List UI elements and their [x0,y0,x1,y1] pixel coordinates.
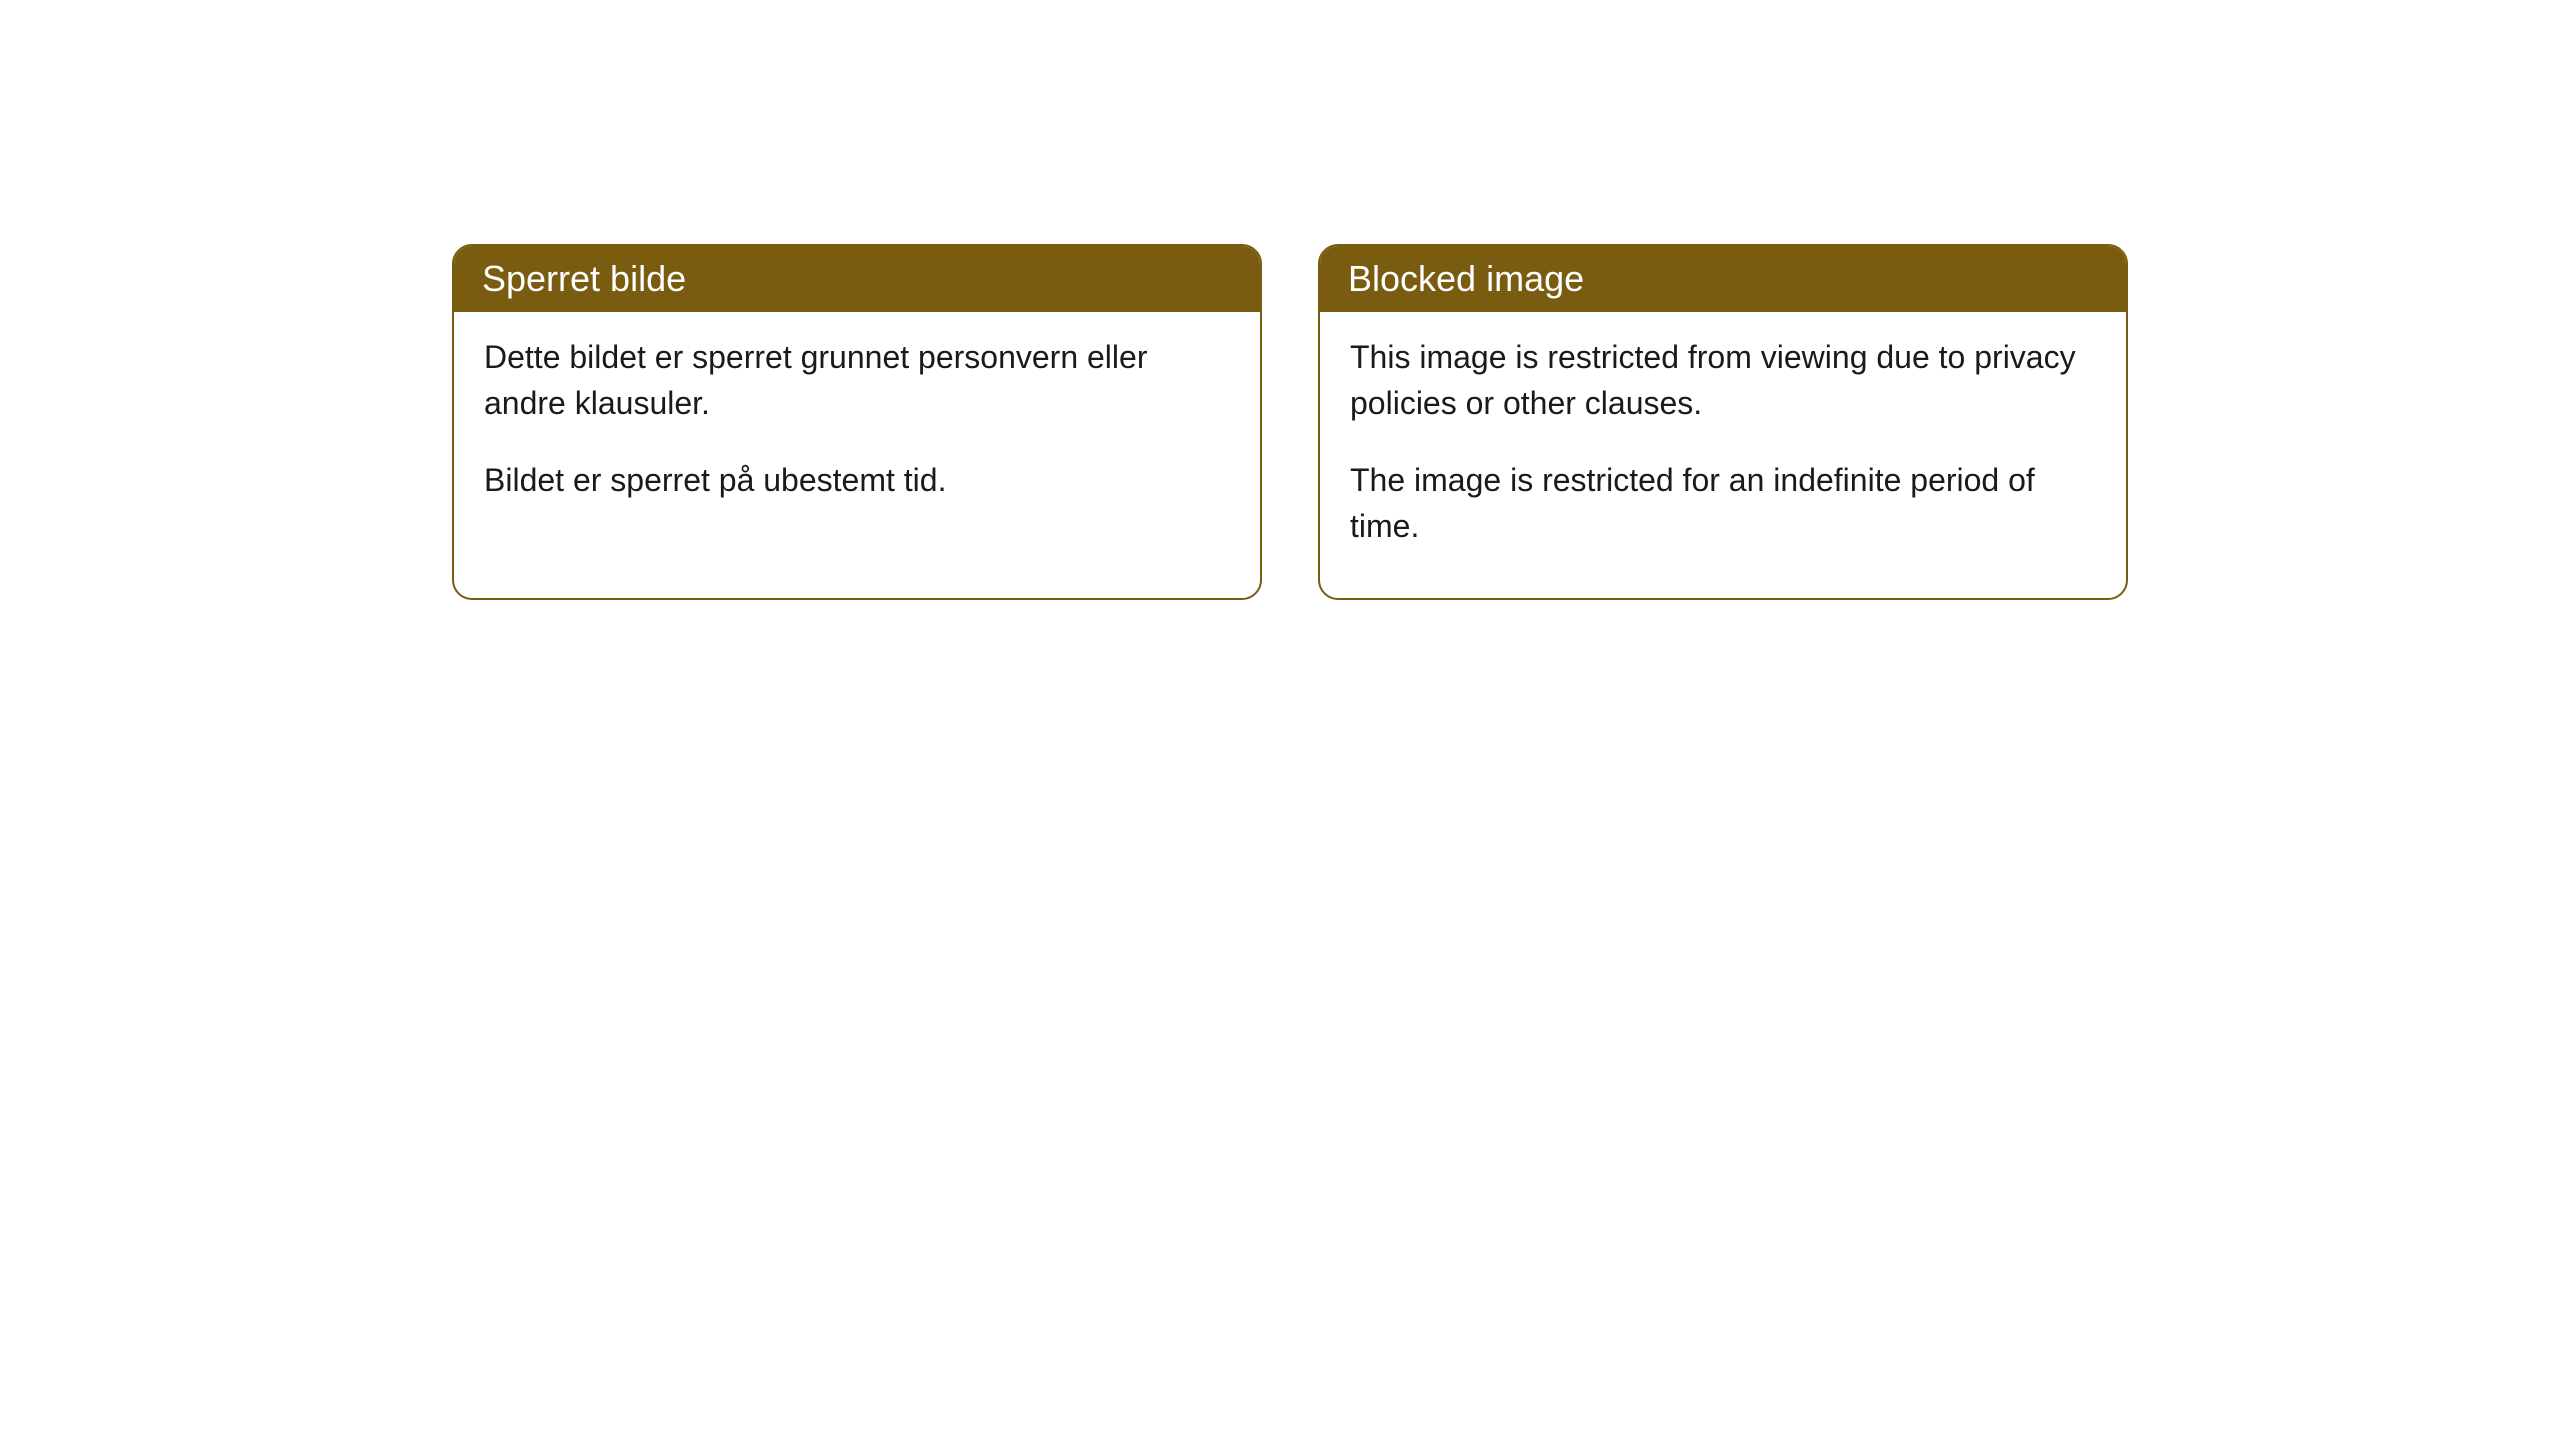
card-header-norwegian: Sperret bilde [454,246,1260,312]
card-body-english: This image is restricted from viewing du… [1320,312,2126,598]
card-paragraph-1: This image is restricted from viewing du… [1350,334,2096,427]
card-paragraph-1: Dette bildet er sperret grunnet personve… [484,334,1230,427]
card-header-english: Blocked image [1320,246,2126,312]
card-title: Blocked image [1348,258,1584,299]
blocked-image-card-norwegian: Sperret bilde Dette bildet er sperret gr… [452,244,1262,600]
card-title: Sperret bilde [482,258,686,299]
card-paragraph-2: The image is restricted for an indefinit… [1350,457,2096,550]
card-body-norwegian: Dette bildet er sperret grunnet personve… [454,312,1260,551]
blocked-image-card-english: Blocked image This image is restricted f… [1318,244,2128,600]
card-paragraph-2: Bildet er sperret på ubestemt tid. [484,457,1230,503]
cards-container: Sperret bilde Dette bildet er sperret gr… [452,244,2560,600]
